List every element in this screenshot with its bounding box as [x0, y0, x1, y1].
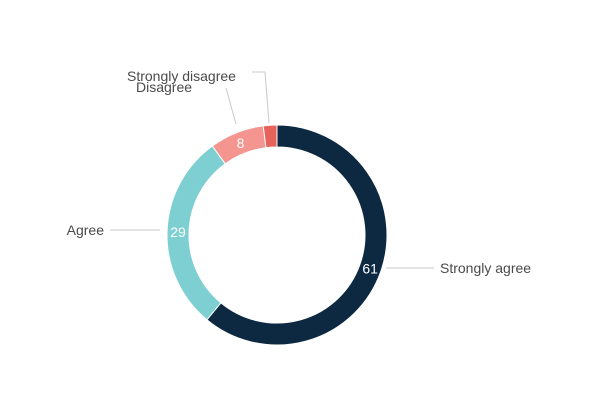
slice-value-strongly-agree: 61 [362, 261, 378, 277]
slice-strongly-disagree[interactable] [262, 124, 278, 149]
slice-value-disagree: 8 [237, 135, 245, 151]
donut-slices [166, 124, 388, 346]
leader-lines [110, 71, 434, 269]
category-label-strongly-agree: Strongly agree [440, 260, 531, 276]
category-label-agree: Agree [67, 222, 105, 238]
slice-value-labels: 61 29 8 [170, 135, 378, 277]
category-label-disagree: Disagree [136, 79, 192, 95]
slice-value-agree: 29 [170, 224, 186, 240]
category-label-strongly-disagree: Strongly disagree [127, 68, 236, 84]
leader-line-disagree [225, 87, 237, 125]
leader-line-strongly-disagree [252, 71, 270, 124]
slice-strongly-agree[interactable] [206, 124, 388, 346]
